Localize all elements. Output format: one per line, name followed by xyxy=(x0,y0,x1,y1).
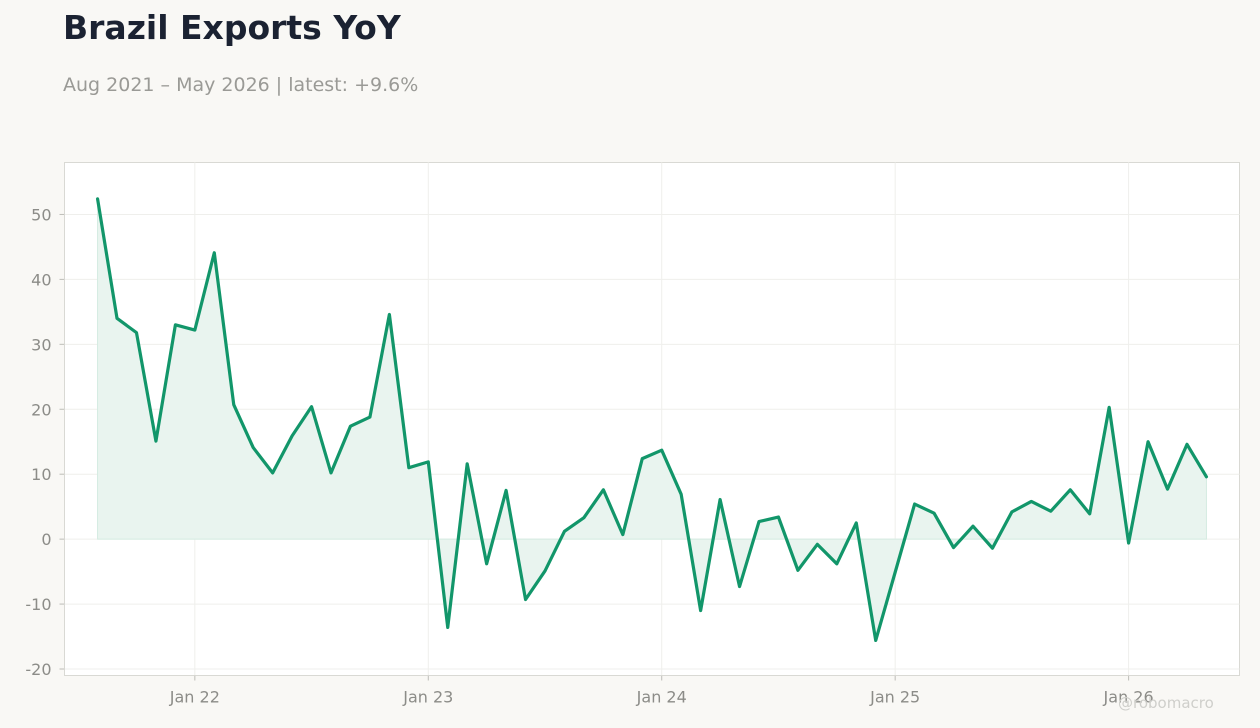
y-tick-label: 30 xyxy=(31,335,51,354)
y-tick-label: 50 xyxy=(31,205,51,224)
chart-title: Brazil Exports YoY xyxy=(63,8,401,47)
y-tick-label: 40 xyxy=(31,270,51,289)
y-tick-label: 0 xyxy=(41,530,51,549)
plot-area xyxy=(64,162,1240,676)
credit-watermark: @robomacro xyxy=(1118,694,1214,712)
x-axis: Jan 22 Jan 23 Jan 24 Jan 25 Jan 26 xyxy=(169,675,1154,707)
y-axis: -20 -10 0 10 20 30 40 50 xyxy=(25,205,65,679)
x-tick-label: Jan 25 xyxy=(869,688,920,707)
x-tick-label: Jan 24 xyxy=(636,688,687,707)
x-tick-label: Jan 22 xyxy=(169,688,220,707)
x-tick-label: Jan 26 xyxy=(1103,688,1154,707)
y-tick-label: -10 xyxy=(25,595,51,614)
x-tick-label: Jan 23 xyxy=(402,688,453,707)
series-line xyxy=(95,197,1209,643)
chart-subtitle: Aug 2021 – May 2026 | latest: +9.6% xyxy=(63,74,419,96)
y-tick-label: 10 xyxy=(31,465,51,484)
series-line-layer xyxy=(95,197,1209,643)
y-tick-label: 20 xyxy=(31,400,51,419)
y-tick-label: -20 xyxy=(25,660,51,679)
